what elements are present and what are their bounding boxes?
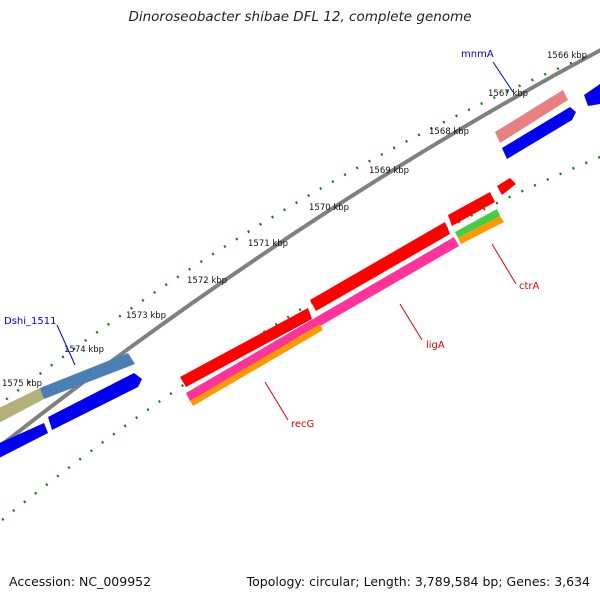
dshi1511-label[interactable]: Dshi_1511 [4, 316, 56, 327]
gene-red-1[interactable] [180, 308, 312, 387]
kbp-label-1570: 1570 kbp [309, 203, 349, 213]
gene-blue-left-1[interactable] [0, 423, 48, 460]
gene-red-4[interactable] [497, 178, 516, 195]
kbp-label-1574: 1574 kbp [64, 345, 104, 355]
ctrA-leader [491, 243, 517, 285]
kbp-label-1571: 1571 kbp [248, 239, 288, 249]
kbp-label-1575: 1575 kbp [2, 379, 42, 389]
gene-blue-left-2[interactable] [48, 373, 142, 430]
kbp-label-1573: 1573 kbp [126, 311, 166, 321]
gene-ligA[interactable] [186, 237, 459, 401]
accession-text: Accession: NC_009952 [9, 574, 152, 589]
gene-blue-upper-right[interactable] [584, 84, 600, 106]
mnmA-leader [492, 61, 514, 93]
kbp-label-1569: 1569 kbp [369, 166, 409, 176]
chromosome-backbone [0, 48, 600, 449]
ligA-label[interactable]: ligA [426, 340, 445, 351]
gene-red-3[interactable] [448, 192, 495, 226]
gene-ctrA[interactable] [455, 209, 500, 238]
recG-leader [264, 381, 289, 421]
gene-mnmA[interactable] [495, 90, 568, 143]
kbp-label-1567: 1567 kbp [488, 89, 528, 99]
map-title: Dinoroseobacter shibae DFL 12, complete … [128, 9, 472, 25]
kbp-label-1572: 1572 kbp [187, 276, 227, 286]
ligA-leader [399, 303, 423, 341]
gene-khaki[interactable] [0, 388, 44, 425]
recG-label[interactable]: recG [291, 419, 314, 430]
kbp-label-1568: 1568 kbp [429, 127, 469, 137]
topology-text: Topology: circular; Length: 3,789,584 bp… [246, 574, 590, 589]
mnmA-label[interactable]: mnmA [461, 49, 494, 60]
gene-blue-right[interactable] [502, 107, 576, 159]
gene-steelblue-dshi1511[interactable] [40, 353, 135, 399]
gene-orange-2[interactable] [458, 216, 504, 244]
ctrA-label[interactable]: ctrA [519, 281, 540, 292]
kbp-label-1566: 1566 kbp [547, 51, 587, 61]
gene-recG[interactable] [190, 324, 323, 406]
gene-red-2[interactable] [310, 222, 450, 311]
dshi1511-leader [56, 324, 76, 366]
